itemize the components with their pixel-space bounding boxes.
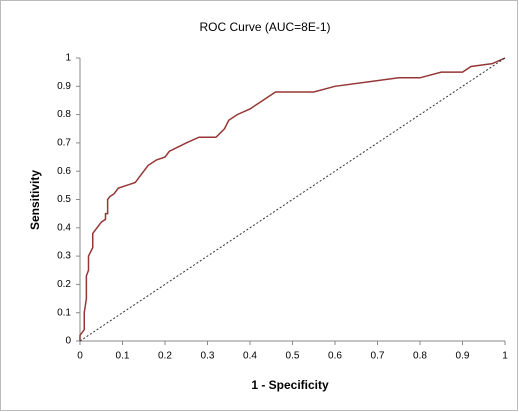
y-tick-label: 0 (65, 336, 71, 347)
x-tick-label: 0.9 (456, 351, 470, 362)
x-tick-label: 0.8 (413, 351, 427, 362)
x-tick-label: 0.4 (243, 351, 257, 362)
x-tick-label: 1 (502, 351, 508, 362)
x-tick-label: 0.3 (201, 351, 215, 362)
y-tick-label: 0.9 (57, 81, 71, 92)
x-axis-label: 1 - Specificity (251, 378, 329, 392)
x-tick-label: 0.1 (116, 351, 130, 362)
x-tick-label: 0.7 (371, 351, 385, 362)
y-tick-label: 0.8 (57, 109, 71, 120)
y-tick-label: 0.2 (57, 279, 71, 290)
chart-title: ROC Curve (AUC=8E-1) (199, 20, 330, 34)
y-tick-label: 0.4 (57, 222, 71, 233)
y-tick-label: 0.1 (57, 307, 71, 318)
reference-line (79, 57, 506, 342)
y-axis-label: Sensitivity (28, 170, 42, 230)
y-tick-label: 0.7 (57, 138, 71, 149)
x-tick-label: 0.6 (328, 351, 342, 362)
y-tick-label: 1 (65, 53, 71, 64)
y-tick-label: 0.3 (57, 251, 71, 262)
y-tick-label: 0.6 (57, 166, 71, 177)
x-tick-label: 0.5 (286, 351, 300, 362)
y-tick-label: 0.5 (57, 194, 71, 205)
roc-curve (79, 57, 506, 341)
x-tick-label: 0 (77, 351, 83, 362)
x-tick-label: 0.2 (158, 351, 172, 362)
